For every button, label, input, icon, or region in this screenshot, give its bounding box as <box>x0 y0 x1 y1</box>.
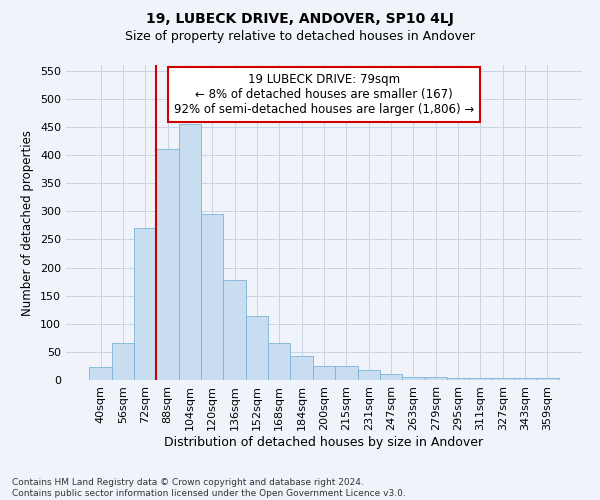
Bar <box>290 356 313 380</box>
X-axis label: Distribution of detached houses by size in Andover: Distribution of detached houses by size … <box>164 436 484 448</box>
Bar <box>157 150 179 380</box>
Bar <box>89 367 112 380</box>
Bar <box>179 124 201 380</box>
Bar <box>380 374 402 380</box>
Bar <box>536 378 559 380</box>
Text: 19, LUBECK DRIVE, ANDOVER, SP10 4LJ: 19, LUBECK DRIVE, ANDOVER, SP10 4LJ <box>146 12 454 26</box>
Y-axis label: Number of detached properties: Number of detached properties <box>22 130 34 316</box>
Bar <box>402 376 425 380</box>
Bar <box>469 378 491 380</box>
Bar <box>246 316 268 380</box>
Bar <box>313 366 335 380</box>
Text: Size of property relative to detached houses in Andover: Size of property relative to detached ho… <box>125 30 475 43</box>
Text: Contains HM Land Registry data © Crown copyright and database right 2024.
Contai: Contains HM Land Registry data © Crown c… <box>12 478 406 498</box>
Bar <box>134 228 157 380</box>
Text: 19 LUBECK DRIVE: 79sqm
← 8% of detached houses are smaller (167)
92% of semi-det: 19 LUBECK DRIVE: 79sqm ← 8% of detached … <box>174 73 474 116</box>
Bar <box>491 378 514 380</box>
Bar <box>201 214 223 380</box>
Bar <box>112 344 134 380</box>
Bar <box>514 378 536 380</box>
Bar <box>223 280 246 380</box>
Bar <box>447 378 469 380</box>
Bar <box>358 370 380 380</box>
Bar <box>425 376 447 380</box>
Bar <box>268 344 290 380</box>
Bar <box>335 366 358 380</box>
